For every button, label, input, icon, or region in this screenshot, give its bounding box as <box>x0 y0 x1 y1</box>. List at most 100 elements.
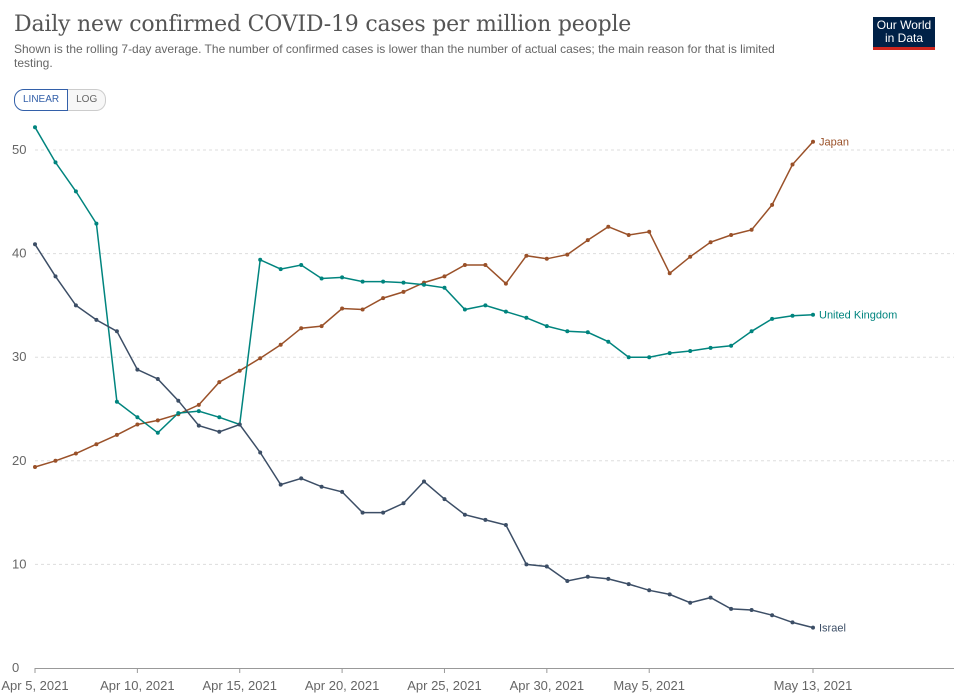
united-kingdom-point[interactable] <box>708 345 713 350</box>
japan-point[interactable] <box>196 402 201 407</box>
israel-point[interactable] <box>135 367 140 372</box>
israel-point[interactable] <box>340 489 345 494</box>
israel-point[interactable] <box>442 497 447 502</box>
israel-point[interactable] <box>483 517 488 522</box>
israel-point[interactable] <box>155 377 160 381</box>
israel-point[interactable] <box>770 613 775 618</box>
japan-point[interactable] <box>770 202 775 207</box>
japan-point[interactable] <box>708 240 713 245</box>
israel-point[interactable] <box>606 576 611 581</box>
japan-point[interactable] <box>544 256 549 261</box>
israel-point[interactable] <box>790 620 795 625</box>
united-kingdom-point[interactable] <box>33 125 37 130</box>
japan-point[interactable] <box>606 224 611 229</box>
united-kingdom-point[interactable] <box>53 160 58 165</box>
japan-point[interactable] <box>258 356 263 361</box>
united-kingdom-point[interactable] <box>544 324 549 329</box>
japan-point[interactable] <box>53 458 58 463</box>
japan-point[interactable] <box>360 307 365 312</box>
united-kingdom-point[interactable] <box>217 415 222 420</box>
israel-point[interactable] <box>708 595 713 600</box>
israel-point[interactable] <box>176 398 181 403</box>
united-kingdom-point[interactable] <box>114 399 119 404</box>
japan-point[interactable] <box>585 238 590 243</box>
united-kingdom-point[interactable] <box>155 430 160 435</box>
united-kingdom-point[interactable] <box>196 409 201 414</box>
japan-point[interactable] <box>237 368 242 373</box>
japan-point[interactable] <box>688 254 693 259</box>
united-kingdom-point[interactable] <box>462 307 467 312</box>
owid-logo[interactable]: Our World in Data <box>873 17 935 50</box>
israel-point[interactable] <box>114 329 119 334</box>
united-kingdom-point[interactable] <box>94 221 99 226</box>
linear-scale-button[interactable]: LINEAR <box>14 89 69 111</box>
israel-point[interactable] <box>462 512 467 517</box>
japan-point[interactable] <box>565 252 570 257</box>
israel-point[interactable] <box>217 429 222 434</box>
israel-point[interactable] <box>401 501 406 506</box>
japan-point[interactable] <box>278 342 283 347</box>
united-kingdom-point[interactable] <box>667 351 672 356</box>
israel-point[interactable] <box>73 303 78 308</box>
israel-point[interactable] <box>811 625 815 630</box>
united-kingdom-point[interactable] <box>176 411 181 416</box>
japan-point[interactable] <box>503 281 508 286</box>
israel-point[interactable] <box>196 423 201 428</box>
israel-point[interactable] <box>667 592 672 597</box>
united-kingdom-point[interactable] <box>688 349 693 353</box>
israel-point[interactable] <box>729 606 734 611</box>
israel-point[interactable] <box>524 562 529 567</box>
japan-point[interactable] <box>94 442 99 447</box>
united-kingdom-point[interactable] <box>770 316 775 321</box>
japan-point[interactable] <box>626 233 631 237</box>
united-kingdom-point[interactable] <box>585 330 590 335</box>
israel-point[interactable] <box>688 600 693 605</box>
japan-point[interactable] <box>811 139 815 144</box>
japan-point[interactable] <box>217 380 222 385</box>
united-kingdom-point[interactable] <box>626 355 631 360</box>
united-kingdom-point[interactable] <box>319 276 324 281</box>
united-kingdom-point[interactable] <box>503 309 508 314</box>
united-kingdom-label[interactable]: United Kingdom <box>819 310 897 322</box>
japan-point[interactable] <box>340 306 345 311</box>
japan-point[interactable] <box>749 227 754 232</box>
japan-point[interactable] <box>667 271 672 276</box>
united-kingdom-point[interactable] <box>729 343 734 348</box>
israel-point[interactable] <box>360 510 365 515</box>
israel-point[interactable] <box>33 242 37 247</box>
israel-point[interactable] <box>544 564 549 569</box>
united-kingdom-point[interactable] <box>524 315 529 320</box>
israel-point[interactable] <box>319 484 324 489</box>
japan-point[interactable] <box>319 324 324 329</box>
israel-point[interactable] <box>422 479 426 484</box>
united-kingdom-point[interactable] <box>381 279 386 284</box>
united-kingdom-point[interactable] <box>135 415 140 420</box>
united-kingdom-point[interactable] <box>811 312 815 317</box>
japan-point[interactable] <box>33 465 37 469</box>
japan-point[interactable] <box>299 326 304 331</box>
israel-point[interactable] <box>258 450 263 455</box>
israel-line[interactable] <box>34 243 814 629</box>
united-kingdom-point[interactable] <box>565 329 570 334</box>
japan-point[interactable] <box>401 289 406 294</box>
united-kingdom-line[interactable] <box>34 126 814 434</box>
japan-point[interactable] <box>155 418 160 423</box>
japan-label[interactable]: Japan <box>819 137 849 149</box>
israel-point[interactable] <box>503 523 508 527</box>
united-kingdom-point[interactable] <box>340 275 345 280</box>
united-kingdom-point[interactable] <box>422 282 426 287</box>
united-kingdom-point[interactable] <box>299 263 304 267</box>
japan-point[interactable] <box>524 253 529 258</box>
united-kingdom-point[interactable] <box>73 189 78 194</box>
united-kingdom-point[interactable] <box>483 303 488 308</box>
israel-point[interactable] <box>626 582 631 587</box>
japan-point[interactable] <box>73 451 78 456</box>
israel-point[interactable] <box>565 579 570 583</box>
united-kingdom-point[interactable] <box>401 280 406 285</box>
israel-point[interactable] <box>53 274 58 279</box>
united-kingdom-point[interactable] <box>442 285 447 290</box>
united-kingdom-point[interactable] <box>647 355 652 360</box>
japan-point[interactable] <box>381 296 386 301</box>
japan-point[interactable] <box>647 229 652 234</box>
japan-point[interactable] <box>462 263 467 267</box>
